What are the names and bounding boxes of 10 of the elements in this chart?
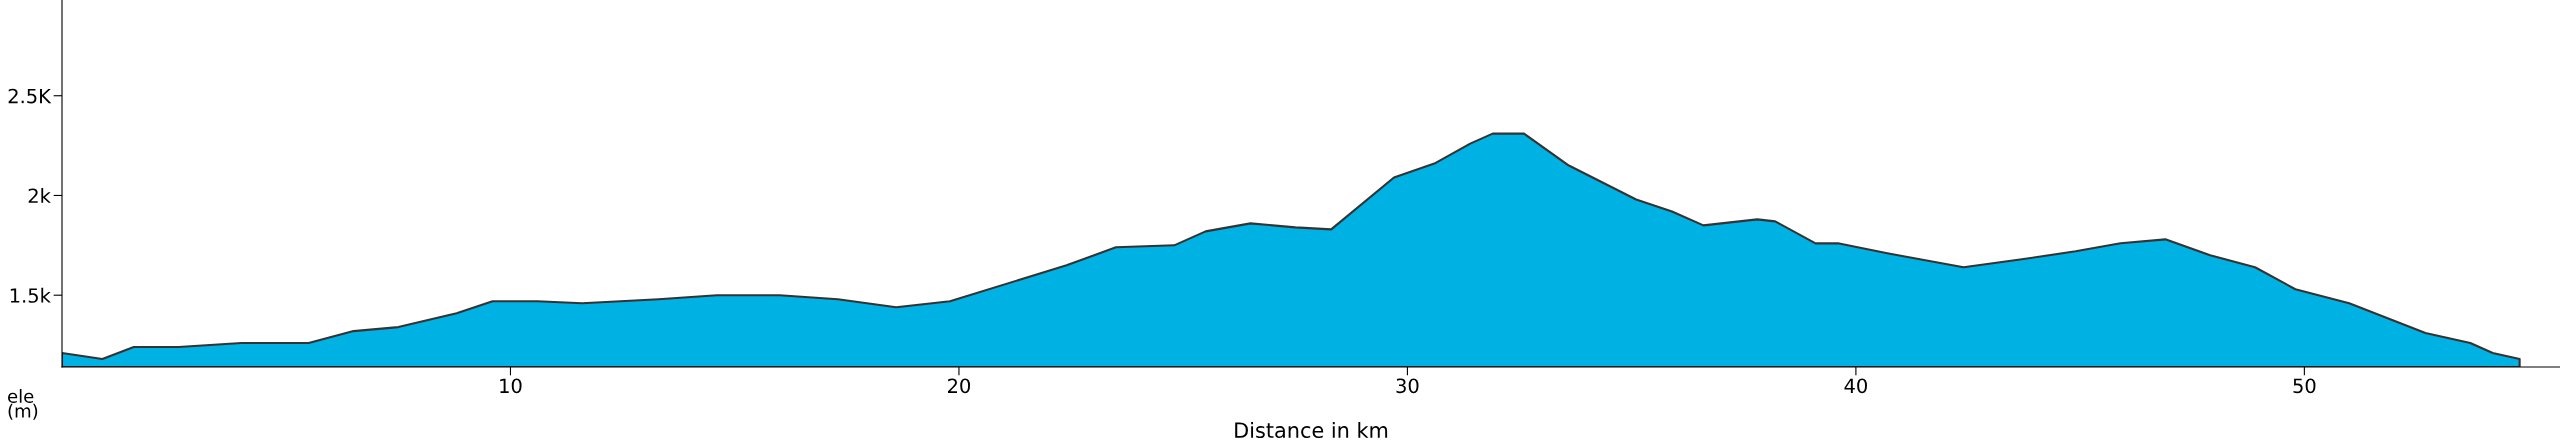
x-tick-label: 20	[948, 378, 971, 394]
x-tick-label: 30	[1396, 378, 1419, 394]
y-tick-label: 2.5K	[8, 88, 52, 104]
y-tick-label: 1.5k	[10, 287, 51, 303]
y-axis-title: ele (m)	[8, 389, 38, 420]
x-axis-title: Distance in km	[1235, 421, 1388, 439]
x-tick-label: 40	[1844, 378, 1867, 394]
x-tick-label: 50	[2293, 378, 2316, 394]
x-tick-label: 10	[500, 378, 522, 394]
y-tick-label: 2k	[28, 188, 51, 203]
